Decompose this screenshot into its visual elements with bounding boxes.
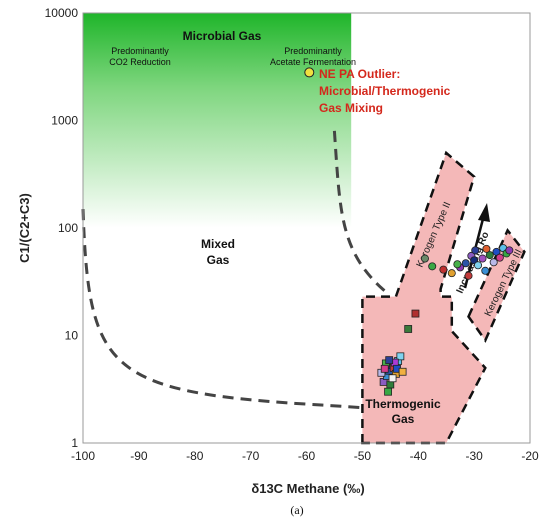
data-point-circle bbox=[489, 258, 498, 267]
x-tick-label: -90 bbox=[130, 449, 148, 463]
data-point-square bbox=[385, 356, 394, 365]
co2-reduction-label-1: Predominantly bbox=[111, 46, 169, 56]
figure-caption: (a) bbox=[290, 503, 303, 517]
y-tick-label: 1000 bbox=[51, 114, 78, 128]
data-point-circle bbox=[485, 251, 494, 260]
acetate-label-1: Predominantly bbox=[284, 46, 342, 56]
acetate-label-2: Acetate Fermentation bbox=[270, 57, 356, 67]
mixed-gas-label-1: Mixed bbox=[201, 237, 235, 251]
x-tick-label: -50 bbox=[354, 449, 372, 463]
data-point-circle bbox=[420, 254, 429, 263]
data-point-square bbox=[404, 325, 413, 333]
y-axis-title: C1/(C2+C3) bbox=[17, 193, 32, 263]
x-tick-label: -60 bbox=[298, 449, 316, 463]
data-point-square bbox=[398, 367, 407, 376]
microbial-field bbox=[83, 13, 352, 228]
increasing-ro-arrow-head bbox=[478, 203, 490, 222]
data-point-circle bbox=[481, 266, 490, 275]
x-axis-ticks: -100 -90 -80 -70 -60 -50 -40 -30 -20 bbox=[71, 449, 539, 463]
data-point-circle bbox=[453, 260, 462, 269]
x-tick-label: -80 bbox=[186, 449, 204, 463]
data-point-circle bbox=[495, 253, 504, 262]
data-point-circle bbox=[471, 246, 480, 255]
x-tick-label: -20 bbox=[521, 449, 539, 463]
data-point-square bbox=[384, 387, 392, 396]
data-point-square bbox=[388, 374, 397, 383]
microbial-gas-label: Microbial Gas bbox=[183, 29, 262, 43]
data-point-circle bbox=[482, 244, 491, 253]
thermogenic-gas-label-1: Thermogenic bbox=[365, 397, 441, 411]
data-point-square bbox=[396, 352, 405, 361]
x-axis-title: δ13C Methane (‰) bbox=[251, 481, 364, 496]
mixed-boundary-right bbox=[332, 130, 386, 293]
data-point-circle bbox=[447, 269, 456, 278]
y-tick-label: 10 bbox=[65, 329, 79, 343]
outlier-label-3: Gas Mixing bbox=[319, 101, 383, 115]
data-points bbox=[304, 67, 514, 396]
x-tick-label: -70 bbox=[242, 449, 260, 463]
plot-frame bbox=[82, 12, 531, 444]
mixed-gas-label-2: Gas bbox=[207, 253, 230, 267]
y-tick-label: 10000 bbox=[45, 6, 79, 20]
co2-reduction-label-2: CO2 Reduction bbox=[109, 57, 171, 67]
outlier-label-2: Microbial/Thermogenic bbox=[319, 84, 451, 98]
data-point-circle bbox=[505, 246, 514, 255]
data-point-circle bbox=[492, 247, 501, 256]
x-tick-label: -40 bbox=[410, 449, 428, 463]
outlier-label-1: NE PA Outlier: bbox=[319, 67, 400, 81]
x-tick-label: -100 bbox=[71, 449, 95, 463]
data-point-circle bbox=[464, 271, 473, 280]
data-point-circle bbox=[439, 265, 448, 274]
data-point-circle bbox=[474, 261, 483, 270]
outlier-point bbox=[304, 67, 315, 78]
data-point-square bbox=[411, 309, 420, 318]
data-point-circle bbox=[461, 259, 470, 268]
y-axis-ticks: 1 10 100 1000 10000 bbox=[45, 6, 79, 450]
data-point-circle bbox=[428, 262, 437, 271]
data-point-circle bbox=[478, 254, 487, 263]
mixed-boundary-left bbox=[81, 209, 413, 420]
y-tick-label: 1 bbox=[71, 436, 78, 450]
thermogenic-gas-label-2: Gas bbox=[392, 412, 415, 426]
y-tick-label: 100 bbox=[58, 221, 78, 235]
data-point-square bbox=[380, 364, 389, 373]
x-tick-label: -30 bbox=[465, 449, 483, 463]
